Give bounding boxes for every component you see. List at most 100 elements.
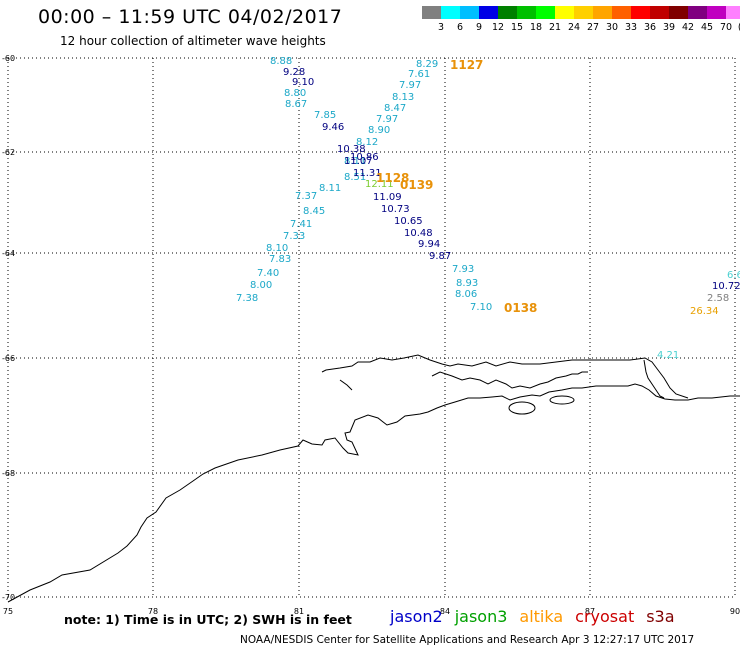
wave-height-value: 11.31 — [353, 168, 382, 179]
legend-label: 6 — [456, 22, 464, 33]
legend-label: 70 — [719, 22, 733, 33]
wave-height-value: 8.93 — [456, 278, 478, 289]
legend-swatch — [688, 6, 707, 19]
satellite-cryosat: cryosat — [575, 607, 635, 626]
coastline-peninsula — [643, 359, 665, 399]
wave-height-value: 7.93 — [452, 264, 474, 275]
wave-height-value: 8.45 — [303, 206, 325, 217]
wave-height-value: 7.97 — [376, 114, 398, 125]
legend-label: 27 — [586, 22, 600, 33]
legend-label: 42 — [681, 22, 695, 33]
wave-height-value: 11.07 — [344, 156, 373, 167]
pass-time-label: 1128 — [376, 171, 409, 185]
wave-height-value: 10.86 — [350, 152, 379, 163]
island-east — [549, 395, 575, 405]
wave-height-value: 7.83 — [269, 254, 291, 265]
legend-swatch — [555, 6, 574, 19]
island-west — [508, 401, 536, 415]
latitude-labels: -60 -62 -64 -66 -68 -70 — [2, 54, 15, 602]
legend-label: 3 — [437, 22, 445, 33]
wave-height-value: 9.94 — [418, 239, 440, 250]
wave-height-value: 8.51 — [344, 172, 366, 183]
legend-swatch — [593, 6, 612, 19]
legend-swatch — [631, 6, 650, 19]
wave-height-value: 7.61 — [408, 69, 430, 80]
wave-height-value: 7.38 — [236, 293, 258, 304]
wave-height-value: 8.13 — [392, 92, 414, 103]
lon-label: 75 — [3, 607, 13, 616]
map-subtitle: 12 hour collection of altimeter wave hei… — [60, 34, 326, 48]
legend-swatch — [707, 6, 726, 19]
wave-height-value: 9.28 — [283, 67, 305, 78]
wave-height-value: 4.21 — [657, 350, 679, 361]
legend-swatch — [422, 6, 441, 19]
wave-height-value: 7.33 — [283, 231, 305, 242]
legend-swatch — [650, 6, 669, 19]
lat-label: -66 — [2, 354, 15, 363]
wave-height-value: 11.09 — [373, 192, 402, 203]
satellite-s3a: s3a — [646, 607, 675, 626]
wave-height-value: 8.90 — [368, 125, 390, 136]
wave-height-value: 7.10 — [470, 302, 492, 313]
legend-label: 39 — [662, 22, 676, 33]
altimeter-tracks: 8.88 7.85 7.37 7.337.41 7.83 7.408.00 7.38 9.28… — [236, 56, 740, 361]
longitude-labels: 75 78 81 84 87 90 — [3, 607, 740, 616]
satellite-legend: jason2 jason3 altika cryosat s3a — [390, 607, 687, 626]
legend-label: 21 — [548, 22, 562, 33]
legend-swatch — [574, 6, 593, 19]
color-legend — [422, 6, 740, 19]
legend-swatch — [726, 6, 740, 19]
wave-height-value: 7.97 — [399, 80, 421, 91]
wave-height-value: 8.10 — [266, 243, 288, 254]
legend-label: 45 — [700, 22, 714, 33]
legend-swatch — [536, 6, 555, 19]
lat-label: -68 — [2, 469, 15, 478]
wave-height-value: 7.37 — [295, 191, 317, 202]
satellite-jason2: jason2 — [390, 607, 443, 626]
wave-height-value: 7.85 — [314, 110, 336, 121]
legend-swatch — [498, 6, 517, 19]
wave-height-value: 10.38 — [337, 144, 366, 155]
wave-height-value: 12.11 — [365, 179, 394, 190]
legend-label: 9 — [475, 22, 483, 33]
wave-height-value: 8.12 — [356, 137, 378, 148]
wave-height-value: 8.67 — [285, 99, 307, 110]
wave-height-value: 8.47 — [384, 103, 406, 114]
coastline-bay — [431, 371, 588, 389]
lat-label: -70 — [2, 593, 15, 602]
lat-label: -64 — [2, 249, 15, 258]
wave-height-value: 6.6 — [727, 270, 740, 281]
legend-label: 24 — [567, 22, 581, 33]
legend-swatch — [612, 6, 631, 19]
wave-height-value: 26.34 — [690, 306, 719, 317]
wave-height-value: 10.65 — [394, 216, 423, 227]
wave-height-value: 8.80 — [284, 88, 306, 99]
legend-swatch — [441, 6, 460, 19]
wave-height-value: 10.73 — [381, 204, 410, 215]
legend-swatch — [669, 6, 688, 19]
units-note: note: 1) Time is in UTC; 2) SWH is in fe… — [64, 612, 352, 627]
pass-time-label: 0138 — [504, 301, 537, 315]
wave-height-value: 8.29 — [416, 59, 438, 70]
lon-label: 78 — [148, 607, 158, 616]
map-title: 00:00 – 11:59 UTC 04/02/2017 — [38, 6, 343, 28]
coastline-ice-shelf — [321, 354, 689, 399]
legend-swatch — [460, 6, 479, 19]
lat-label: -60 — [2, 54, 15, 63]
lon-label: 90 — [730, 607, 740, 616]
wave-height-value: 8.88 — [270, 56, 292, 67]
pass-time-label: 0139 — [400, 178, 433, 192]
lon-label: 84 — [440, 607, 450, 616]
wave-height-value: 7.40 — [257, 268, 279, 279]
pass-time-label: 1127 — [450, 58, 483, 72]
wave-height-value: 8.06 — [455, 289, 477, 300]
legend-label: (ft) — [738, 22, 740, 33]
legend-label: 30 — [605, 22, 619, 33]
legend-label: 12 — [491, 22, 505, 33]
wave-height-value: 8.11 — [319, 183, 341, 194]
satellite-jason3: jason3 — [454, 607, 508, 626]
wave-height-value: 7.41 — [290, 219, 312, 230]
wave-height-value: 8.11 — [344, 156, 366, 167]
legend-swatch — [479, 6, 498, 19]
